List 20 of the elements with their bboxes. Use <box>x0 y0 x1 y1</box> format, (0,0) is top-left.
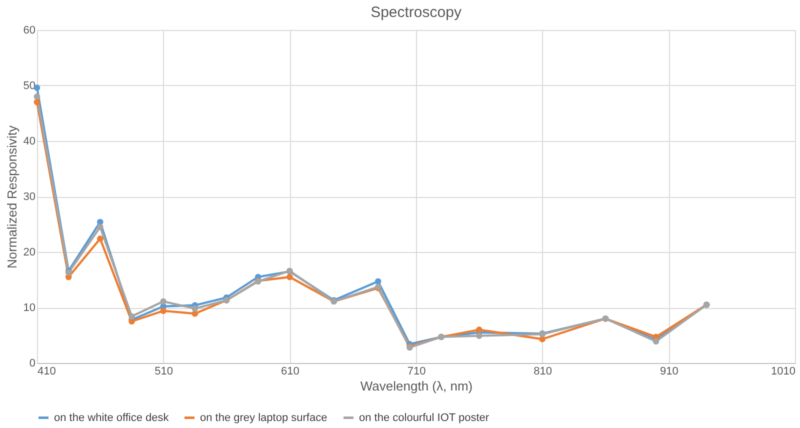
x-tick-label: 910 <box>660 366 678 378</box>
x-tick-label: 610 <box>280 366 300 378</box>
x-tick-label: 510 <box>154 366 174 378</box>
x-tick-label: 410 <box>38 366 56 378</box>
legend-label: on the white office desk <box>54 412 170 424</box>
y-axis-title: Normalized Responsivity <box>4 124 20 269</box>
y-tick-label: 30 <box>23 191 36 203</box>
legend-label: on the colourful IOT poster <box>359 412 490 424</box>
chart-title: Spectroscopy <box>370 4 462 21</box>
y-tick-label: 10 <box>23 302 36 314</box>
x-tick-label: 710 <box>407 366 426 378</box>
x-tick-label: 810 <box>534 366 552 378</box>
y-tick-label: 60 <box>23 24 36 36</box>
legend-label: on the grey laptop surface <box>200 412 328 424</box>
x-tick-label: 1010 <box>771 366 796 378</box>
y-tick-label: 0 <box>29 358 36 370</box>
y-tick-label: 20 <box>23 246 36 258</box>
x-axis-title: Wavelength (λ, nm) <box>360 378 473 394</box>
y-tick-label: 40 <box>23 136 36 148</box>
y-tick-label: 50 <box>23 80 36 92</box>
